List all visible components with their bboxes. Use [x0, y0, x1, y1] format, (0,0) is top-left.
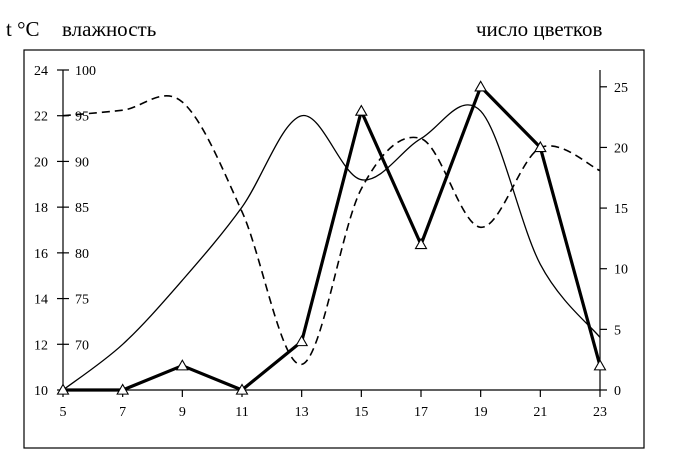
humidity-tick-label-100: 100	[75, 64, 96, 79]
temperature-tick-label-24: 24	[34, 64, 48, 79]
x-tick-label-13: 13	[295, 405, 309, 420]
series-humidity-line	[62, 95, 601, 366]
flowers-tick-label-25: 25	[614, 81, 628, 96]
x-tick-label-17: 17	[414, 405, 428, 420]
humidity-ticks: 70 75 80 85 90 95 100	[63, 64, 96, 353]
flowers-point-17	[414, 237, 428, 250]
flowers-point-5	[56, 383, 70, 395]
flowers-point-15	[354, 104, 368, 116]
humidity-tick-label-90: 90	[75, 155, 89, 170]
humidity-tick-label-95: 95	[75, 110, 89, 125]
flowers-point-23	[593, 359, 607, 371]
humidity-tick-label-80: 80	[75, 247, 89, 262]
series-flowers-line	[63, 85, 602, 392]
plot-frame	[23, 49, 645, 449]
flowers-point-9	[175, 359, 189, 371]
flowers-point-13	[295, 334, 309, 347]
x-tick-label-11: 11	[235, 405, 248, 420]
flowers-tick-label-10: 10	[614, 263, 628, 278]
flowers-tick-label-5: 5	[614, 323, 621, 338]
temperature-tick-label-22: 22	[34, 110, 48, 125]
humidity-axis-title: влажность	[62, 17, 156, 41]
flowers-tick-label-0: 0	[614, 384, 621, 399]
temperature-axis-title: t °C	[6, 17, 40, 41]
series-temperature-line	[62, 104, 601, 391]
x-tick-label-5: 5	[60, 405, 67, 420]
flowers-point-21	[533, 140, 547, 153]
flowers-ticks: 0 5 10 15 20 25	[600, 81, 628, 399]
flowers-axis-title: число цветков	[476, 17, 603, 41]
humidity-tick-label-75: 75	[75, 293, 89, 308]
x-tick-label-15: 15	[354, 405, 368, 420]
temperature-tick-label-18: 18	[34, 201, 48, 216]
x-tick-label-21: 21	[533, 405, 547, 420]
x-ticks: 5 7 9 11 13 15 17 19 21 23	[60, 390, 607, 420]
temperature-tick-label-20: 20	[34, 155, 48, 170]
temperature-tick-label-12: 12	[34, 338, 48, 353]
flowers-tick-label-15: 15	[614, 202, 628, 217]
temperature-tick-label-14: 14	[34, 293, 48, 308]
flowers-point-7	[116, 383, 130, 395]
x-tick-label-9: 9	[179, 405, 186, 420]
x-tick-label-19: 19	[474, 405, 488, 420]
temperature-tick-label-10: 10	[34, 384, 48, 399]
x-tick-label-7: 7	[119, 405, 126, 420]
flowers-point-19	[474, 80, 488, 92]
series-flowers-markers	[56, 80, 607, 395]
flowers-tick-label-20: 20	[614, 141, 628, 156]
flowers-point-11	[235, 383, 249, 395]
temperature-tick-label-16: 16	[34, 247, 48, 262]
temperature-ticks: 10 12 14 16 18 20 22 24	[34, 64, 63, 399]
humidity-tick-label-85: 85	[75, 201, 89, 216]
x-tick-label-23: 23	[593, 405, 607, 420]
humidity-tick-label-70: 70	[75, 338, 89, 353]
